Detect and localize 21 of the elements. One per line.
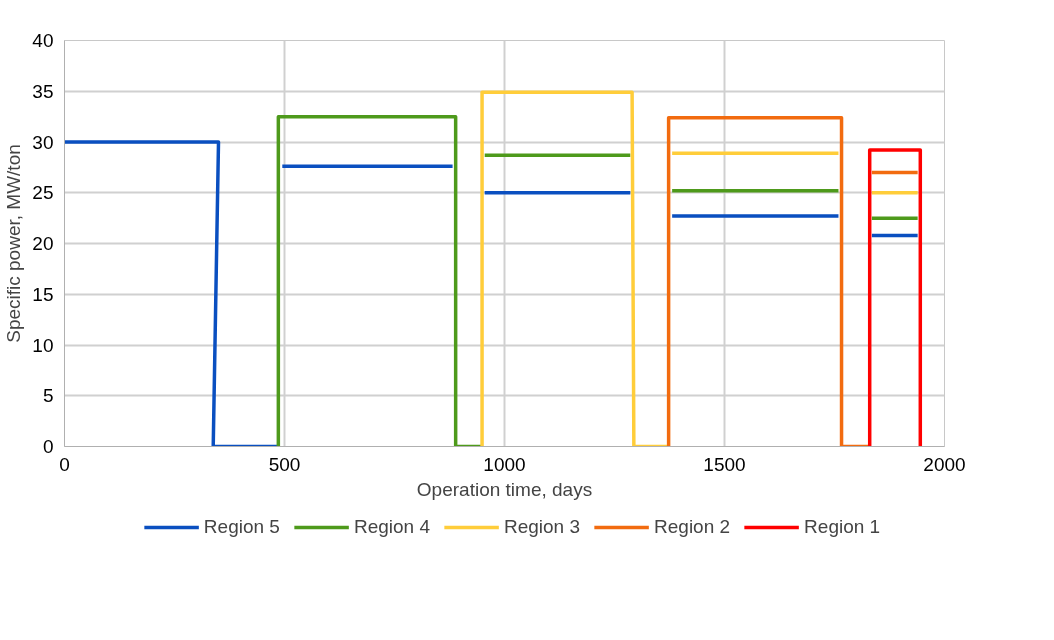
y-tick-label: 0 (42, 436, 54, 457)
x-tick-label: 1500 (703, 453, 746, 475)
x-axis-title: Operation time, days (416, 478, 593, 500)
legend-label: Region 5 (203, 516, 280, 538)
x-tick-label: 500 (268, 453, 301, 475)
y-tick-label: 10 (32, 334, 54, 356)
y-tick-label: 30 (32, 131, 54, 153)
y-tick-label: 25 (32, 182, 54, 204)
y-axis-title: Specific power, MW/ton (3, 144, 25, 343)
x-tick-label: 2000 (923, 453, 966, 475)
y-tick-label: 5 (42, 385, 54, 407)
x-tick-label: 1000 (483, 453, 526, 475)
x-tick-label: 0 (59, 453, 70, 475)
y-tick-label: 35 (32, 80, 54, 102)
legend-label: Region 1 (804, 516, 881, 538)
legend-label: Region 2 (654, 516, 731, 538)
legend-label: Region 3 (503, 516, 581, 538)
y-tick-label: 15 (32, 283, 54, 305)
y-tick-label: 40 (32, 30, 54, 51)
legend-label: Region 4 (353, 516, 430, 538)
y-tick-label: 20 (32, 233, 54, 254)
